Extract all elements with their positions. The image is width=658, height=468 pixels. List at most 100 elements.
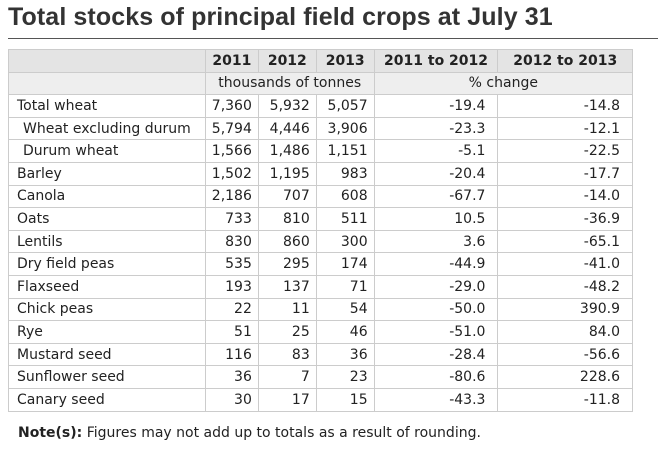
row-label: Wheat excluding durum: [8, 116, 206, 141]
cell-change-2011-2012: -43.3: [373, 387, 499, 412]
cell-change-2012-2013: -14.8: [497, 94, 633, 118]
cell-2013: 983: [315, 161, 375, 186]
units-blank-cell: [8, 71, 206, 96]
cell-2013: 46: [315, 320, 375, 344]
row-label: Dry field peas: [8, 252, 206, 276]
cell-2013: 300: [315, 229, 375, 254]
row-label: Rye: [8, 320, 206, 344]
cell-2012: 4,446: [257, 116, 317, 141]
table-row: Mustard seed 116 83 36 -28.4 -56.6: [8, 342, 633, 367]
cell-2012: 295: [257, 252, 317, 276]
table-row: Sunflower seed 36 7 23 -80.6 228.6: [8, 365, 633, 389]
footnote: Note(s): Figures may not add up to total…: [18, 425, 481, 441]
row-label: Canary seed: [8, 387, 206, 412]
row-label: Mustard seed: [8, 342, 206, 367]
table-body: Total wheat 7,360 5,932 5,057 -19.4 -14.8 Whea…: [8, 94, 633, 412]
cell-2011: 116: [204, 342, 259, 367]
header-2011: 2011: [204, 49, 259, 73]
table-row: Lentils 830 860 300 3.6 -65.1: [8, 229, 633, 254]
cell-2012: 17: [257, 387, 317, 412]
table-row: Chick peas 22 11 54 -50.0 390.9: [8, 297, 633, 322]
header-change-2011-2012: 2011 to 2012: [373, 49, 499, 73]
cell-2013: 36: [315, 342, 375, 367]
row-label: Total wheat: [8, 94, 206, 118]
cell-change-2011-2012: -28.4: [373, 342, 499, 367]
table-row: Canary seed 30 17 15 -43.3 -11.8: [8, 387, 633, 412]
cell-change-2011-2012: -67.7: [373, 184, 499, 209]
cell-2012: 11: [257, 297, 317, 322]
units-percent-change: % change: [373, 71, 634, 96]
cell-change-2011-2012: -20.4: [373, 161, 499, 186]
title-divider: [8, 38, 658, 39]
table-row: Oats 733 810 511 10.5 -36.9: [8, 207, 633, 231]
header-2012: 2012: [257, 49, 317, 73]
table-row: Durum wheat 1,566 1,486 1,151 -5.1 -22.5: [8, 139, 633, 163]
cell-change-2012-2013: -14.0: [497, 184, 633, 209]
row-label: Lentils: [8, 229, 206, 254]
table-units-row: thousands of tonnes % change: [8, 71, 634, 96]
row-label: Canola: [8, 184, 206, 209]
cell-2011: 830: [204, 229, 259, 254]
table-row: Total wheat 7,360 5,932 5,057 -19.4 -14.8: [8, 94, 633, 118]
cell-2013: 23: [315, 365, 375, 389]
cell-change-2012-2013: -48.2: [497, 274, 633, 299]
cell-2011: 1,502: [204, 161, 259, 186]
cell-change-2011-2012: -50.0: [373, 297, 499, 322]
cell-2011: 36: [204, 365, 259, 389]
cell-2013: 3,906: [315, 116, 375, 141]
cell-2013: 71: [315, 274, 375, 299]
cell-2013: 1,151: [315, 139, 375, 163]
page-title: Total stocks of principal field crops at…: [8, 3, 553, 31]
cell-2011: 5,794: [204, 116, 259, 141]
row-label: Durum wheat: [8, 139, 206, 163]
cell-change-2012-2013: 390.9: [497, 297, 633, 322]
cell-change-2012-2013: 228.6: [497, 365, 633, 389]
table-row: Wheat excluding durum 5,794 4,446 3,906 -23.…: [8, 116, 633, 141]
cell-2013: 174: [315, 252, 375, 276]
table-row: Flaxseed 193 137 71 -29.0 -48.2: [8, 274, 633, 299]
table-row: Canola 2,186 707 608 -67.7 -14.0: [8, 184, 633, 209]
cell-change-2011-2012: -29.0: [373, 274, 499, 299]
cell-2012: 1,486: [257, 139, 317, 163]
cell-2012: 137: [257, 274, 317, 299]
header-change-2012-2013: 2012 to 2013: [497, 49, 633, 73]
header-blank-cell: [8, 49, 206, 73]
cell-2011: 2,186: [204, 184, 259, 209]
cell-2012: 25: [257, 320, 317, 344]
cell-change-2012-2013: -12.1: [497, 116, 633, 141]
row-label: Oats: [8, 207, 206, 231]
cell-2013: 5,057: [315, 94, 375, 118]
cell-change-2011-2012: -19.4: [373, 94, 499, 118]
cell-2012: 5,932: [257, 94, 317, 118]
units-thousands-tonnes: thousands of tonnes: [204, 71, 375, 96]
cell-change-2011-2012: -44.9: [373, 252, 499, 276]
footnote-text: Figures may not add up to totals as a re…: [86, 425, 481, 441]
cell-2011: 51: [204, 320, 259, 344]
cell-2011: 193: [204, 274, 259, 299]
cell-2012: 7: [257, 365, 317, 389]
row-label: Sunflower seed: [8, 365, 206, 389]
cell-change-2011-2012: -80.6: [373, 365, 499, 389]
row-label: Chick peas: [8, 297, 206, 322]
cell-2012: 1,195: [257, 161, 317, 186]
cell-2011: 1,566: [204, 139, 259, 163]
table-header-row: 2011 2012 2013 2011 to 2012 2012 to 2013: [8, 49, 633, 73]
footnote-label: Note(s):: [18, 425, 83, 441]
cell-2013: 54: [315, 297, 375, 322]
cell-change-2011-2012: -5.1: [373, 139, 499, 163]
cell-change-2012-2013: -41.0: [497, 252, 633, 276]
cell-change-2012-2013: 84.0: [497, 320, 633, 344]
cell-change-2011-2012: -51.0: [373, 320, 499, 344]
cell-2013: 15: [315, 387, 375, 412]
cell-change-2012-2013: -17.7: [497, 161, 633, 186]
cell-change-2011-2012: -23.3: [373, 116, 499, 141]
cell-change-2012-2013: -36.9: [497, 207, 633, 231]
cell-change-2011-2012: 10.5: [373, 207, 499, 231]
cell-change-2012-2013: -22.5: [497, 139, 633, 163]
row-label: Barley: [8, 161, 206, 186]
cell-change-2012-2013: -65.1: [497, 229, 633, 254]
cell-2011: 535: [204, 252, 259, 276]
cell-2012: 83: [257, 342, 317, 367]
table-row: Barley 1,502 1,195 983 -20.4 -17.7: [8, 161, 633, 186]
cell-2012: 860: [257, 229, 317, 254]
